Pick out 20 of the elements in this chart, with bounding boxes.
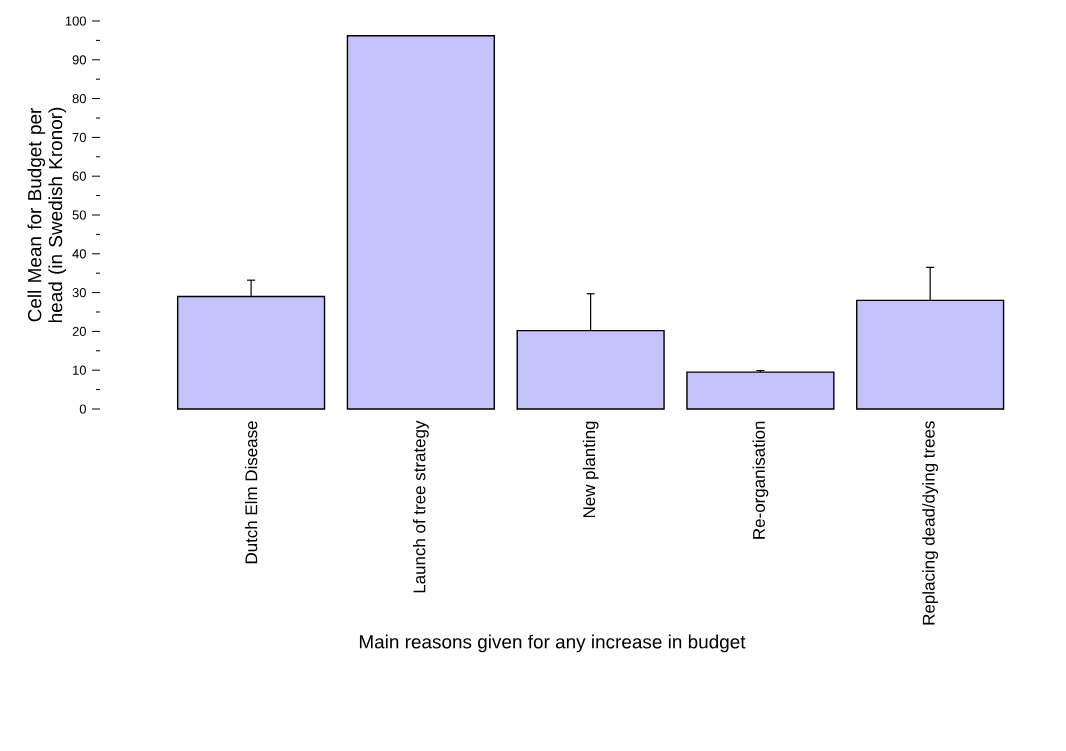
y-axis-title: Cell Mean for Budget per head (in Swedish Kronor) xyxy=(27,107,67,323)
y-tick-label: 60 xyxy=(72,171,86,181)
y-tick-label: 100 xyxy=(65,16,86,26)
y-tick-label: 30 xyxy=(72,288,86,298)
y-tick-label: 10 xyxy=(73,365,86,375)
y-tick-label: 90 xyxy=(72,55,86,65)
y-tick-label: 70 xyxy=(72,132,86,142)
bar xyxy=(686,371,835,410)
x-tick-label: Dutch Elm Disease xyxy=(244,421,258,564)
y-tick-label: 20 xyxy=(72,326,86,336)
y-tick-label: 80 xyxy=(72,94,86,104)
y-tick-label: 40 xyxy=(72,249,86,259)
y-tick-label: 0 xyxy=(79,404,86,414)
bar xyxy=(346,35,495,410)
x-axis-title: Main reasons given for any increase in budget xyxy=(359,634,746,653)
y-tick-label: 50 xyxy=(72,210,86,220)
x-tick-label: Re-organisation xyxy=(752,421,769,539)
x-tick-label: New planting xyxy=(582,421,599,518)
x-tick-label: Replacing dead/dying trees xyxy=(922,421,939,625)
x-tick-label: Launch of tree strategy xyxy=(412,420,429,593)
